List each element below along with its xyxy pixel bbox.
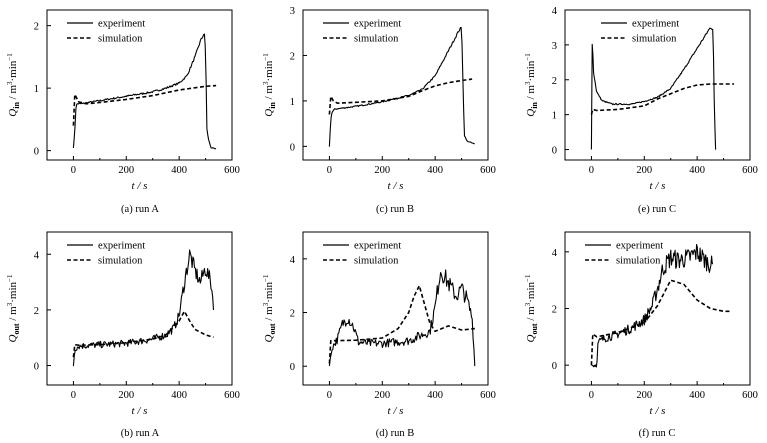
- legend-simulation-label: simulation: [98, 256, 143, 267]
- y-tick-label: 0: [552, 361, 557, 372]
- legend-simulation-label: simulation: [98, 34, 143, 45]
- x-tick-label: 600: [224, 390, 240, 401]
- y-axis-label: Qout / m3·min−1: [524, 274, 539, 342]
- plot-frame: [46, 9, 233, 161]
- x-tick-label: 400: [171, 165, 187, 176]
- x-axis-label: t / s: [132, 180, 148, 192]
- plot-frame: [46, 231, 233, 386]
- x-tick-label: 600: [742, 165, 758, 176]
- x-tick-label: 400: [427, 390, 443, 401]
- x-tick-label: 200: [636, 390, 652, 401]
- legend-simulation-label: simulation: [354, 34, 399, 45]
- series-simulation-line: [590, 83, 735, 115]
- y-tick-label: 3: [290, 6, 295, 17]
- y-tick-label: 0: [290, 142, 295, 153]
- x-tick-label: 0: [71, 390, 76, 401]
- panel-caption: (a) run A: [121, 204, 159, 215]
- x-tick-label: 200: [374, 390, 390, 401]
- y-tick-label: 2: [552, 76, 557, 87]
- x-tick-label: 0: [327, 165, 332, 176]
- x-tick-label: 600: [480, 390, 496, 401]
- y-tick-label: 1: [34, 84, 39, 95]
- series-experiment-line: [591, 243, 714, 368]
- y-axis-label: Qout / m3·min−1: [6, 274, 21, 342]
- x-tick-label: 0: [71, 165, 76, 176]
- x-tick-label: 600: [480, 165, 496, 176]
- y-tick-label: 2: [34, 22, 39, 33]
- x-tick-label: 200: [636, 165, 652, 176]
- panel-f: 0 200 400 600 0 2 4 experiment simulation t / s Qo…: [524, 231, 758, 439]
- x-tick-label: 200: [118, 390, 134, 401]
- x-axis-label: t / s: [388, 180, 404, 192]
- panel-a: 0 200 400 600 0 1 2 experiment simulation t / s Qi…: [6, 9, 240, 215]
- y-axis-label: Qin / m3·min−1: [6, 53, 21, 117]
- y-tick-label: 4: [552, 6, 558, 17]
- y-tick-label: 4: [34, 250, 40, 261]
- series-simulation-line: [328, 78, 473, 115]
- y-tick-label: 0: [290, 362, 295, 373]
- series-simulation-line: [72, 310, 214, 358]
- x-tick-label: 600: [742, 390, 758, 401]
- plot-frame: [564, 9, 751, 161]
- y-axis-label: Qin / m3·min−1: [524, 53, 539, 117]
- panel-caption: (b) run A: [121, 428, 160, 439]
- y-tick-label: 0: [34, 362, 39, 373]
- x-tick-label: 0: [589, 390, 594, 401]
- x-axis-label: t / s: [650, 405, 666, 417]
- legend-experiment-label: experiment: [616, 241, 663, 252]
- legend-experiment-label: experiment: [98, 19, 145, 30]
- x-axis-label: t / s: [132, 405, 148, 417]
- series-simulation-line: [590, 279, 732, 366]
- panel-b: 0 200 400 600 0 2 4 experiment simulation t / s Qo…: [6, 231, 240, 439]
- y-tick-label: 3: [552, 41, 557, 52]
- y-tick-label: 2: [290, 309, 295, 320]
- x-tick-label: 400: [171, 390, 187, 401]
- panel-caption: (f) run C: [639, 428, 676, 439]
- y-tick-label: 4: [290, 255, 296, 266]
- legend-experiment-label: experiment: [98, 241, 145, 252]
- x-tick-label: 200: [118, 165, 134, 176]
- x-tick-label: 400: [427, 165, 443, 176]
- plot-frame: [302, 231, 489, 386]
- y-tick-label: 0: [552, 146, 557, 157]
- y-tick-label: 2: [552, 305, 557, 316]
- x-tick-label: 200: [374, 165, 390, 176]
- panel-c: 0 200 400 600 0 1 2 3 experiment simulation t / s Q…: [262, 6, 496, 215]
- series-simulation-line: [328, 284, 475, 364]
- legend-simulation-label: simulation: [616, 256, 661, 267]
- legend-experiment-label: experiment: [354, 19, 401, 30]
- panel-d: 0 200 400 600 0 2 4 experiment simulation t / s Qo…: [262, 231, 496, 439]
- panel-caption: (d) run B: [376, 428, 415, 439]
- x-tick-label: 400: [689, 390, 705, 401]
- series-experiment-line: [328, 269, 476, 367]
- series-experiment-line: [328, 26, 475, 147]
- panel-caption: (c) run B: [376, 204, 414, 215]
- y-tick-label: 2: [290, 51, 295, 62]
- x-axis-label: t / s: [650, 180, 666, 192]
- panel-e: 0 200 400 600 0 1 2 3 4 experiment simulation t / s…: [524, 6, 758, 215]
- panel-caption: (e) run C: [638, 204, 676, 215]
- x-tick-label: 0: [327, 390, 332, 401]
- legend-experiment-label: experiment: [354, 241, 401, 252]
- y-tick-label: 1: [290, 97, 295, 108]
- plot-frame: [302, 9, 489, 161]
- x-axis-label: t / s: [388, 405, 404, 417]
- y-tick-label: 2: [34, 306, 39, 317]
- y-axis-label: Qout / m3·min−1: [262, 274, 277, 342]
- legend-experiment-label: experiment: [632, 19, 679, 30]
- x-tick-label: 400: [689, 165, 705, 176]
- y-axis-label: Qin / m3·min−1: [262, 53, 277, 117]
- x-tick-label: 0: [589, 165, 594, 176]
- x-tick-label: 600: [224, 165, 240, 176]
- legend-simulation-label: simulation: [632, 34, 677, 45]
- series-experiment-line: [590, 27, 717, 150]
- series-experiment-line: [72, 249, 215, 367]
- y-tick-label: 0: [34, 147, 39, 158]
- series-experiment-line: [72, 33, 217, 150]
- legend-simulation-label: simulation: [354, 256, 399, 267]
- y-tick-label: 1: [552, 111, 557, 122]
- series-simulation-line: [72, 84, 217, 126]
- y-tick-label: 4: [552, 248, 558, 259]
